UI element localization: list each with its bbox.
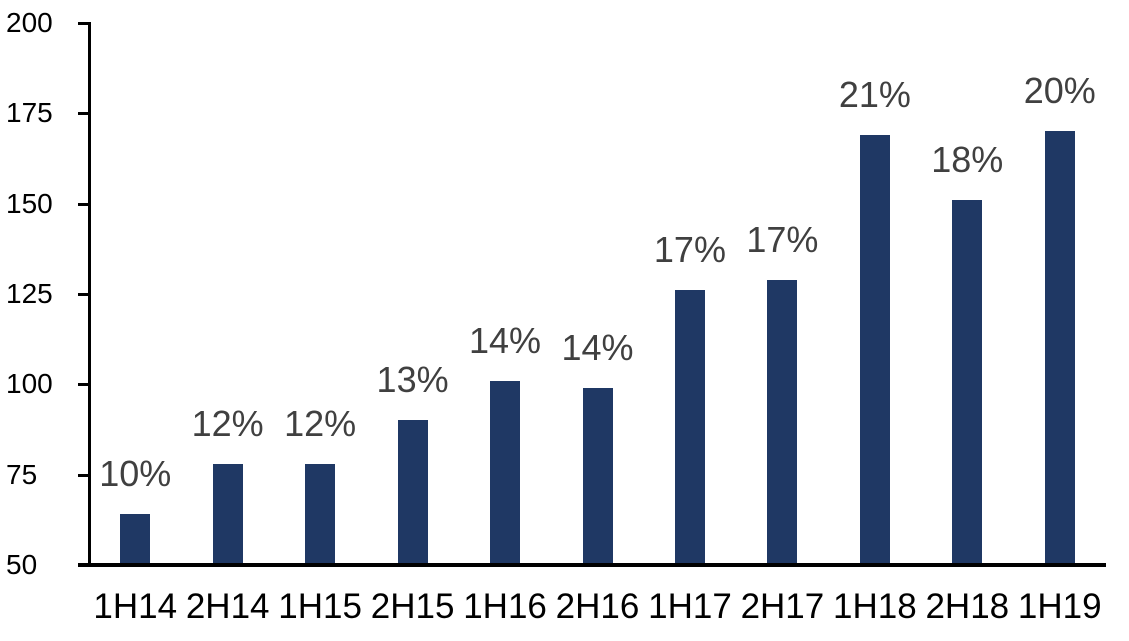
x-tick-label: 2H15 xyxy=(370,587,455,626)
y-tick-mark xyxy=(78,293,91,296)
bar-value-label: 12% xyxy=(284,402,357,444)
y-tick-label: 125 xyxy=(6,278,53,309)
y-tick-mark xyxy=(78,22,91,25)
y-tick-label: 175 xyxy=(6,97,53,129)
bar-value-label: 12% xyxy=(191,402,264,444)
bar-1h15 xyxy=(305,463,336,565)
x-tick-label: 1H15 xyxy=(278,587,362,626)
bar-value-label: 20% xyxy=(1023,70,1096,112)
y-tick-label: 200 xyxy=(6,7,53,38)
y-tick-label: 75 xyxy=(6,458,38,490)
bar-value-label: 13% xyxy=(376,359,449,401)
x-axis-line xyxy=(78,563,1106,567)
y-tick-label: 50 xyxy=(6,549,38,580)
x-tick-label: 1H14 xyxy=(93,587,178,626)
bar-2h17 xyxy=(767,279,798,565)
bar-2h14 xyxy=(212,463,243,565)
bar-value-label: 21% xyxy=(838,74,911,115)
x-tick-label: 1H18 xyxy=(833,587,917,626)
bar-value-label: 14% xyxy=(469,319,542,361)
bar-1h14 xyxy=(120,514,151,565)
bar-2h15 xyxy=(397,420,428,565)
y-tick-label: 150 xyxy=(6,187,53,219)
x-tick-label: 2H17 xyxy=(740,587,825,626)
bar-value-label: 10% xyxy=(99,453,172,495)
bar-value-label: 14% xyxy=(561,326,634,368)
x-tick-label: 2H18 xyxy=(925,587,1010,626)
x-tick-label: 2H16 xyxy=(555,587,640,626)
y-tick-label: 100 xyxy=(6,368,53,400)
y-tick-mark xyxy=(78,112,91,116)
bar-2h16 xyxy=(582,387,613,565)
y-tick-mark xyxy=(78,473,91,477)
bar-1h17 xyxy=(674,290,705,565)
x-tick-label: 2H14 xyxy=(185,587,270,626)
bar-1h16 xyxy=(490,380,521,565)
bar-2h18 xyxy=(952,200,983,565)
bar-value-label: 18% xyxy=(931,139,1004,181)
x-tick-label: 1H17 xyxy=(648,587,732,626)
y-tick-mark xyxy=(78,202,91,206)
bar-1h18 xyxy=(859,135,890,565)
x-tick-label: 1H16 xyxy=(463,587,547,626)
bar-value-label: 17% xyxy=(746,218,819,260)
bar-value-label: 17% xyxy=(653,229,726,271)
bar-1h19 xyxy=(1044,131,1075,565)
y-tick-mark xyxy=(78,383,91,387)
x-tick-label: 1H19 xyxy=(1017,587,1102,626)
